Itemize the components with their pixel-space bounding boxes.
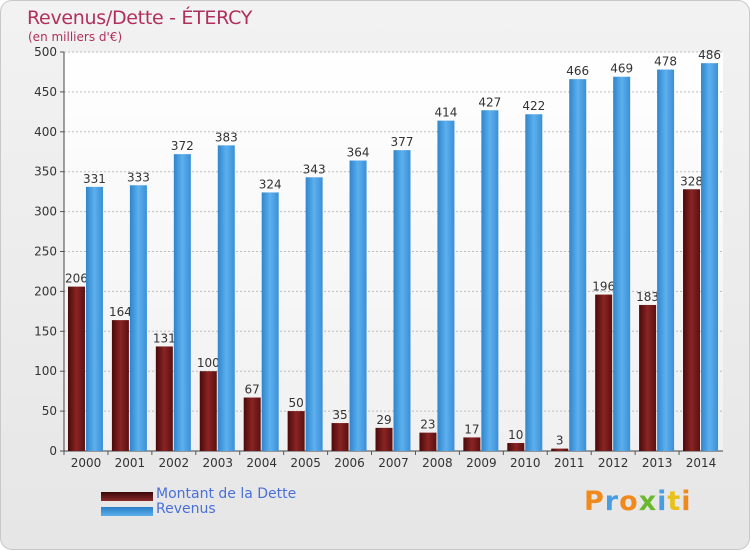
bar-debt-2009 (463, 437, 481, 451)
data-label-revenue-2001: 333 (127, 170, 150, 184)
y-tick-label: 100 (34, 364, 57, 378)
data-label-debt-2006: 35 (332, 408, 347, 422)
bar-revenue-2008 (437, 120, 455, 452)
data-label-debt-2002: 131 (153, 331, 176, 345)
bar-debt-2008 (419, 432, 437, 451)
data-label-debt-2013: 183 (636, 290, 659, 304)
data-label-revenue-2006: 364 (347, 146, 370, 160)
data-label-debt-2001: 164 (109, 305, 132, 319)
bar-revenue-2000 (85, 186, 103, 451)
bar-revenue-2013 (657, 69, 675, 451)
data-label-debt-2007: 29 (376, 413, 391, 427)
data-label-revenue-2013: 478 (654, 55, 677, 69)
y-tick-label: 50 (42, 404, 57, 418)
y-tick-label: 500 (34, 45, 57, 59)
x-tick-label-2011: 2011 (554, 456, 585, 470)
x-tick-label-2006: 2006 (334, 456, 365, 470)
bar-revenue-2007 (393, 150, 411, 452)
x-tick-label-2000: 2000 (71, 456, 102, 470)
bar-debt-2010 (507, 443, 525, 451)
x-tick-label-2008: 2008 (422, 456, 453, 470)
data-label-debt-2008: 23 (420, 418, 435, 432)
data-label-debt-2004: 67 (245, 383, 260, 397)
bar-revenue-2004 (261, 192, 279, 451)
bar-debt-2005 (287, 411, 305, 451)
bar-debt-2000 (67, 286, 85, 451)
bar-debt-2014 (683, 189, 701, 452)
bar-revenue-2001 (129, 185, 147, 452)
chart-title: Revenus/Dette - ÉTERCY (27, 7, 253, 29)
data-label-revenue-2009: 427 (478, 95, 501, 109)
data-label-revenue-2000: 331 (83, 172, 106, 186)
x-tick-label-2013: 2013 (642, 456, 673, 470)
data-label-debt-2005: 50 (288, 396, 303, 410)
x-tick-label-2014: 2014 (686, 456, 717, 470)
x-tick-label-2012: 2012 (598, 456, 629, 470)
y-tick-label: 0 (49, 444, 57, 458)
data-label-revenue-2011: 466 (566, 64, 589, 78)
data-label-revenue-2004: 324 (259, 177, 282, 191)
bar-debt-2011 (551, 448, 569, 451)
bar-debt-2004 (243, 397, 261, 451)
legend-label-debt: Montant de la Dette (156, 486, 297, 502)
x-tick-label-2010: 2010 (510, 456, 541, 470)
bar-debt-2013 (639, 304, 657, 451)
legend-swatch-revenue (101, 507, 153, 516)
data-label-debt-2010: 10 (508, 428, 523, 442)
x-tick-label-2003: 2003 (202, 456, 233, 470)
bar-debt-2007 (375, 427, 393, 451)
x-tick-label-2005: 2005 (290, 456, 321, 470)
data-label-revenue-2008: 414 (434, 106, 457, 120)
y-tick-label: 150 (34, 324, 57, 338)
y-tick-label: 250 (34, 245, 57, 259)
bar-revenue-2014 (701, 63, 719, 452)
data-label-revenue-2007: 377 (391, 135, 414, 149)
y-tick-label: 200 (34, 284, 57, 298)
y-tick-label: 450 (34, 85, 57, 99)
data-label-debt-2003: 100 (197, 356, 220, 370)
data-label-revenue-2002: 372 (171, 139, 194, 153)
bar-revenue-2003 (217, 145, 235, 451)
bar-debt-2001 (111, 320, 129, 451)
bar-debt-2006 (331, 423, 349, 451)
data-label-debt-2009: 17 (464, 422, 479, 436)
bar-revenue-2002 (173, 154, 191, 452)
proxiti-logo: Proxiti (584, 486, 692, 517)
bar-debt-2002 (155, 346, 173, 451)
data-label-revenue-2003: 383 (215, 130, 238, 144)
bar-revenue-2011 (569, 79, 587, 451)
data-label-revenue-2014: 486 (698, 48, 721, 62)
data-label-debt-2014: 328 (680, 174, 703, 188)
x-tick-label-2002: 2002 (159, 456, 190, 470)
data-label-debt-2011: 3 (556, 434, 564, 448)
x-tick-label-2004: 2004 (246, 456, 277, 470)
data-label-debt-2012: 196 (592, 280, 615, 294)
bar-revenue-2012 (613, 76, 631, 451)
x-tick-label-2001: 2001 (115, 456, 146, 470)
x-tick-label-2007: 2007 (378, 456, 409, 470)
bar-revenue-2010 (525, 114, 543, 451)
bar-debt-2012 (595, 294, 613, 451)
bar-debt-2003 (199, 371, 217, 451)
y-tick-label: 300 (34, 205, 57, 219)
bar-revenue-2009 (481, 110, 499, 451)
x-tick-label-2009: 2009 (466, 456, 497, 470)
data-label-revenue-2010: 422 (522, 99, 545, 113)
y-tick-label: 400 (34, 125, 57, 139)
y-tick-label: 350 (34, 165, 57, 179)
legend-swatch-debt (101, 492, 153, 501)
data-label-revenue-2005: 343 (303, 162, 326, 176)
chart-subtitle: (en milliers d'€) (28, 30, 123, 44)
data-label-revenue-2012: 469 (610, 62, 633, 76)
bar-revenue-2006 (349, 160, 367, 451)
legend-label-revenue: Revenus (156, 501, 216, 517)
data-label-debt-2000: 206 (65, 272, 88, 286)
bar-revenue-2005 (305, 177, 323, 451)
